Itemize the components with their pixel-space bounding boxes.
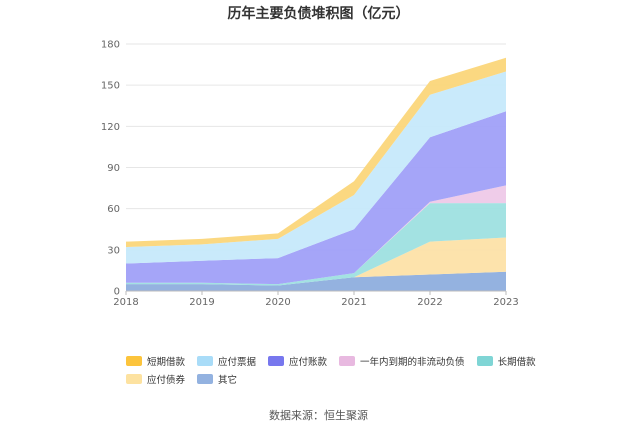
legend-swatch <box>339 356 356 366</box>
legend-label: 其它 <box>218 375 238 386</box>
stacked-area-chart: 2018 2019 2020 2021 2022 2023 0 30 60 90 120 150 18… <box>101 40 519 309</box>
area-series <box>126 237 506 286</box>
legend-label: 应付账款 <box>289 357 328 368</box>
y-axis: 0 30 60 90 120 150 180 <box>101 40 120 298</box>
area-series <box>126 71 506 264</box>
x-tick-label: 2019 <box>189 297 214 308</box>
legend-label: 应付债券 <box>147 375 186 386</box>
x-tick-label: 2020 <box>265 297 290 308</box>
legend-row: 短期借款 应付票据 应付账款 一年内到期的非流动负债 长期借款 <box>126 352 546 370</box>
x-tick-label: 2018 <box>113 297 138 308</box>
legend-item[interactable]: 应付账款 <box>268 354 327 368</box>
x-tick-label: 2022 <box>417 297 442 308</box>
area-series <box>126 111 506 285</box>
y-tick-label: 180 <box>101 40 120 51</box>
y-tick-label: 120 <box>101 122 120 133</box>
legend-swatch <box>126 374 142 384</box>
legend-item[interactable]: 短期借款 <box>126 354 185 368</box>
legend-swatch <box>268 356 285 366</box>
data-source: 数据来源：恒生聚源 <box>269 409 368 422</box>
legend-row: 应付债券 其它 <box>126 370 546 388</box>
legend-item[interactable]: 其它 <box>197 372 237 386</box>
y-tick-label: 0 <box>114 287 120 298</box>
area-series <box>126 203 506 286</box>
area-series <box>126 185 506 285</box>
legend-item[interactable]: 长期借款 <box>476 354 536 368</box>
area-series <box>126 57 506 248</box>
legend-label: 长期借款 <box>497 357 536 368</box>
x-axis: 2018 2019 2020 2021 2022 2023 <box>113 290 519 308</box>
x-tick-label: 2021 <box>341 297 366 308</box>
legend-item[interactable]: 应付债券 <box>126 372 185 386</box>
y-tick-label: 30 <box>107 245 120 256</box>
legend: 短期借款 应付票据 应付账款 一年内到期的非流动负债 长期借款 应付债券 其它 <box>126 352 546 388</box>
x-tick-label: 2023 <box>493 297 518 308</box>
legend-swatch <box>476 356 493 366</box>
legend-swatch <box>197 374 214 384</box>
legend-label: 短期借款 <box>147 357 186 368</box>
area-series-group <box>126 57 506 291</box>
legend-label: 应付票据 <box>218 357 257 368</box>
legend-swatch <box>126 356 142 366</box>
y-tick-label: 60 <box>107 204 120 215</box>
y-tick-label: 90 <box>107 163 120 174</box>
chart-title: 历年主要负债堆积图（亿元） <box>227 6 410 22</box>
legend-swatch <box>197 356 214 366</box>
legend-item[interactable]: 应付票据 <box>197 354 256 368</box>
legend-label: 一年内到期的非流动负债 <box>360 357 465 368</box>
y-tick-label: 150 <box>101 81 120 92</box>
legend-item[interactable]: 一年内到期的非流动负债 <box>339 354 465 368</box>
